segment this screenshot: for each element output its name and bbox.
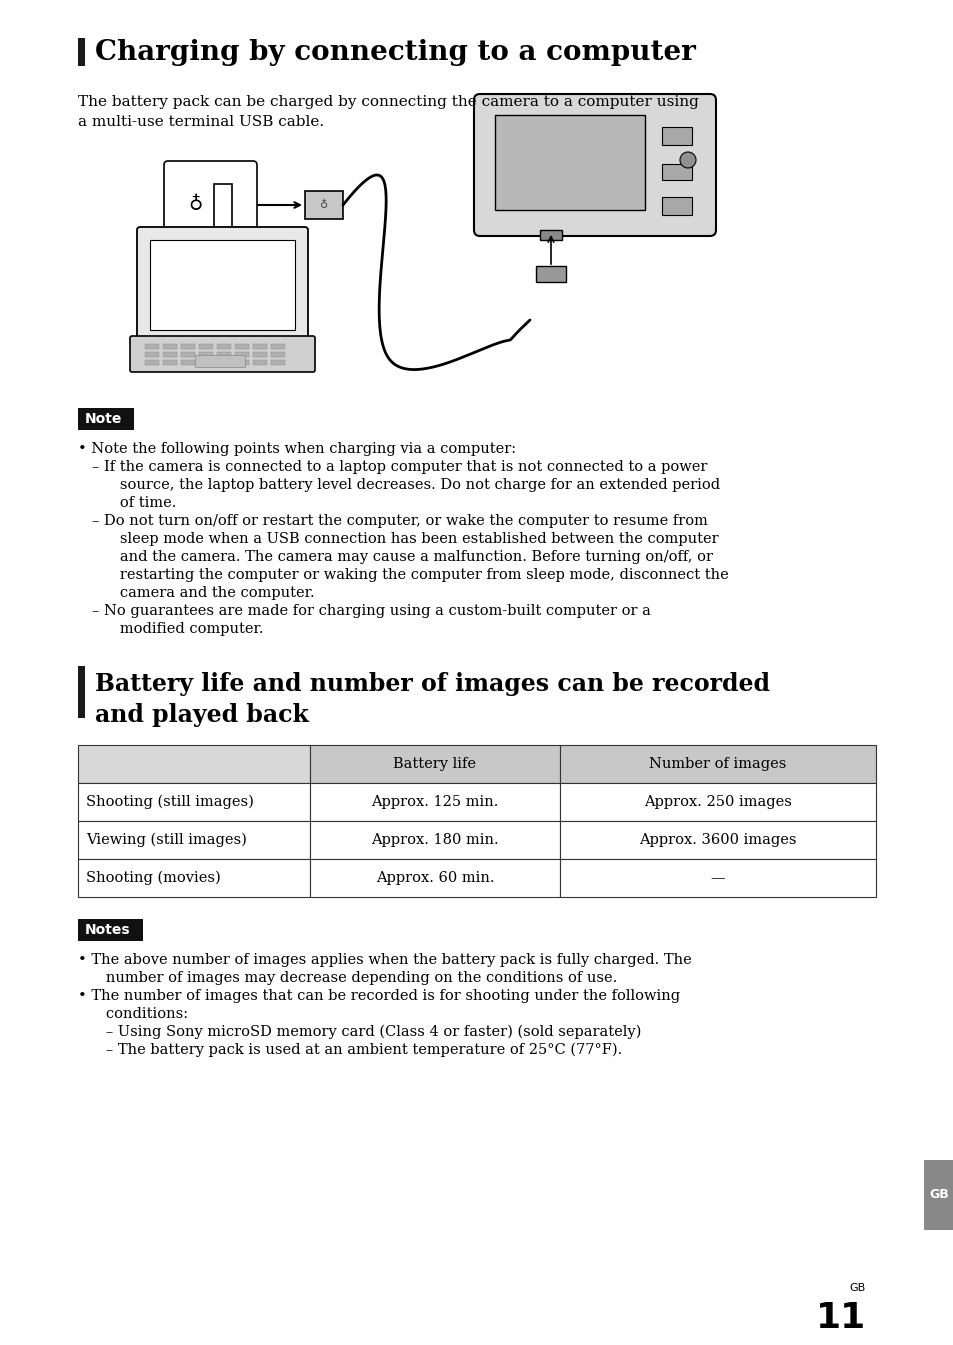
Text: Approx. 250 images: Approx. 250 images [643,795,791,808]
Bar [163,352,177,356]
Bar [271,344,285,348]
Bar [271,360,285,364]
Text: • Note the following points when charging via a computer:: • Note the following points when chargin… [78,443,516,456]
Bar [234,352,249,356]
Bar [559,820,875,859]
Text: a multi-use terminal USB cable.: a multi-use terminal USB cable. [78,116,324,129]
Text: – No guarantees are made for charging using a custom-built computer or a: – No guarantees are made for charging us… [91,604,650,617]
Bar [181,344,194,348]
Text: Approx. 125 min.: Approx. 125 min. [371,795,498,808]
Bar [78,783,310,820]
Bar [78,820,310,859]
Bar [213,184,232,230]
Bar [163,360,177,364]
Bar [194,355,245,367]
Text: ♁: ♁ [188,195,202,214]
Text: Note: Note [85,412,122,426]
Bar [145,352,159,356]
Bar [181,352,194,356]
Bar [310,820,559,859]
Text: Viewing (still images): Viewing (still images) [86,833,247,847]
Text: • The above number of images applies when the battery pack is fully charged. The: • The above number of images applies whe… [78,954,691,967]
Bar [661,196,691,215]
Bar [199,352,213,356]
Bar [310,783,559,820]
Text: conditions:: conditions: [91,1007,188,1021]
Bar [145,360,159,364]
Bar [539,230,561,239]
Bar [150,239,294,330]
Text: Battery life: Battery life [393,757,476,771]
Bar [661,164,691,180]
Bar [310,859,559,897]
FancyBboxPatch shape [130,336,314,373]
Text: Approx. 60 min.: Approx. 60 min. [375,872,494,885]
FancyBboxPatch shape [474,94,716,235]
Text: camera and the computer.: camera and the computer. [106,586,314,600]
Text: – Using Sony microSD memory card (Class 4 or faster) (sold separately): – Using Sony microSD memory card (Class … [91,1025,640,1040]
Text: modified computer.: modified computer. [106,621,263,636]
Text: of time.: of time. [106,496,176,510]
Text: Approx. 180 min.: Approx. 180 min. [371,833,498,847]
Text: restarting the computer or waking the computer from sleep mode, disconnect the: restarting the computer or waking the co… [106,568,728,582]
Text: sleep mode when a USB connection has been established between the computer: sleep mode when a USB connection has bee… [106,533,718,546]
Bar [923,1159,953,1229]
Bar [234,344,249,348]
Text: and played back: and played back [95,703,309,728]
Bar [495,116,644,210]
Text: Number of images: Number of images [649,757,786,771]
Bar [199,344,213,348]
Text: – If the camera is connected to a laptop computer that is not connected to a pow: – If the camera is connected to a laptop… [91,460,706,473]
Text: GB: GB [928,1189,948,1201]
Bar [234,360,249,364]
Bar [536,266,565,282]
Bar [199,360,213,364]
Text: number of images may decrease depending on the conditions of use.: number of images may decrease depending … [91,971,617,985]
Text: The battery pack can be charged by connecting the camera to a computer using: The battery pack can be charged by conne… [78,95,699,109]
Bar [305,191,343,219]
Bar [78,919,143,942]
Bar [216,344,231,348]
Text: Shooting (movies): Shooting (movies) [86,870,220,885]
Text: • The number of images that can be recorded is for shooting under the following: • The number of images that can be recor… [78,989,679,1003]
Text: 11: 11 [815,1301,865,1336]
Text: Battery life and number of images can be recorded: Battery life and number of images can be… [95,672,769,695]
Bar [78,666,85,718]
Bar [78,38,85,66]
FancyBboxPatch shape [137,227,308,343]
Text: source, the laptop battery level decreases. Do not charge for an extended period: source, the laptop battery level decreas… [106,477,720,492]
Bar [310,745,559,783]
Bar [163,344,177,348]
Bar [253,344,267,348]
Text: – The battery pack is used at an ambient temperature of 25°C (77°F).: – The battery pack is used at an ambient… [91,1042,621,1057]
Bar [253,352,267,356]
Bar [559,783,875,820]
Bar [271,352,285,356]
Text: GB: GB [849,1283,865,1293]
Bar [559,745,875,783]
Bar [253,360,267,364]
Bar [216,352,231,356]
Bar [216,360,231,364]
Text: Charging by connecting to a computer: Charging by connecting to a computer [95,39,695,66]
Bar [145,344,159,348]
FancyBboxPatch shape [164,161,256,249]
Text: Notes: Notes [85,923,131,937]
Text: ♁: ♁ [319,200,328,210]
Bar [78,859,310,897]
Circle shape [679,152,696,168]
Bar [78,745,310,783]
Bar [559,859,875,897]
Text: and the camera. The camera may cause a malfunction. Before turning on/off, or: and the camera. The camera may cause a m… [106,550,712,564]
Bar [78,408,133,430]
Text: Approx. 3600 images: Approx. 3600 images [639,833,796,847]
Text: – Do not turn on/off or restart the computer, or wake the computer to resume fro: – Do not turn on/off or restart the comp… [91,514,707,529]
Bar [181,360,194,364]
Bar [661,126,691,145]
Text: Shooting (still images): Shooting (still images) [86,795,253,810]
Text: —: — [710,872,724,885]
